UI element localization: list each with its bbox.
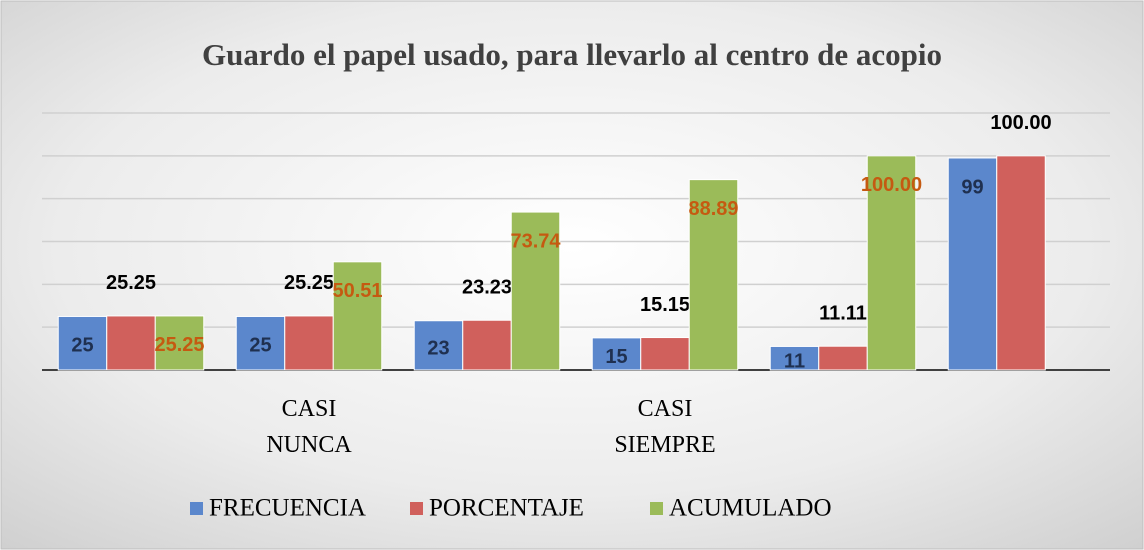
x-tick-label: CASI SIEMPRE: [614, 396, 715, 458]
bar: [640, 337, 690, 371]
data-label: 23: [427, 338, 449, 360]
bar: [591, 337, 642, 371]
bar: [866, 155, 917, 371]
legend: FRECUENCIA PORCENTAJE ACUMULADO: [190, 495, 832, 522]
bar: [818, 345, 868, 371]
data-label: 25.25: [106, 272, 156, 294]
data-label: 23.23: [462, 277, 512, 299]
data-label: 100.00: [990, 112, 1051, 134]
data-label: 50.51: [332, 280, 382, 302]
legend-swatch: [650, 502, 663, 515]
bar: [413, 320, 464, 371]
data-label: 99: [961, 176, 983, 198]
data-label: 73.74: [510, 230, 561, 252]
legend-label: FRECUENCIA: [209, 495, 366, 522]
x-tick-label: CASI NUNCA: [266, 396, 352, 458]
data-label: 25: [249, 335, 271, 357]
data-label: 11.11: [819, 302, 867, 324]
bar: [332, 261, 383, 371]
data-label: 11: [784, 351, 805, 373]
bar: [235, 315, 286, 371]
data-label: 15.15: [640, 294, 690, 316]
bar: [996, 155, 1046, 371]
data-label: 100.00: [861, 174, 922, 196]
bar: [154, 315, 205, 371]
bar: [106, 315, 156, 371]
bar: [57, 315, 108, 371]
data-label: 25.25: [284, 272, 334, 294]
data-label: 25.25: [154, 334, 204, 356]
legend-label: PORCENTAJE: [429, 495, 584, 522]
chart-title: Guardo el papel usado, para llevarlo al …: [202, 37, 942, 72]
data-label: 88.89: [688, 198, 738, 220]
bar: [284, 315, 334, 371]
legend-swatch: [410, 502, 423, 515]
bar: [947, 157, 998, 371]
legend-label: ACUMULADO: [669, 495, 832, 522]
data-label: 25: [71, 335, 93, 357]
legend-swatch: [190, 502, 203, 515]
bar: [510, 211, 561, 371]
bar: [688, 179, 739, 371]
data-label: 15: [605, 346, 627, 368]
bar: [462, 319, 512, 371]
